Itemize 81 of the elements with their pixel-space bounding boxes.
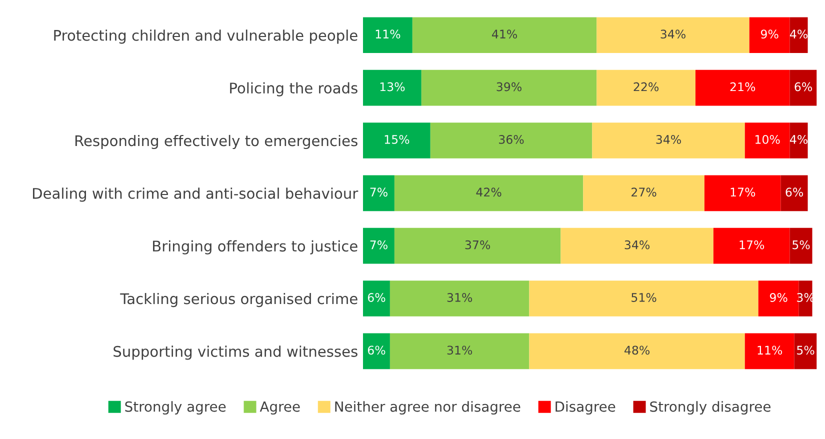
- y-tick-label: Supporting victims and witnesses: [114, 346, 358, 360]
- bar: [790, 122, 808, 158]
- data-label: 21%: [730, 82, 756, 92]
- data-label: 9%: [760, 30, 778, 39]
- data-label: 31%: [447, 346, 472, 355]
- data-label: 13%: [380, 82, 405, 92]
- data-label: 9%: [770, 293, 788, 302]
- data-label: 42%: [476, 188, 502, 197]
- data-label: 11%: [376, 30, 400, 39]
- bar: [394, 228, 561, 264]
- data-label: 6%: [368, 293, 386, 302]
- bar: [758, 280, 799, 316]
- data-label: 39%: [496, 82, 522, 92]
- data-label: 22%: [634, 82, 658, 92]
- bar: [704, 175, 781, 212]
- bar: [421, 70, 597, 106]
- data-label: 34%: [624, 240, 650, 250]
- legend-label: Neither agree nor disagree: [335, 401, 520, 415]
- y-tick-label: Policing the roads: [230, 82, 358, 96]
- y-tick-label: Responding effectively to emergencies: [75, 134, 358, 150]
- y-tick-label: Tackling serious organised crime: [120, 292, 358, 308]
- data-label: 7%: [370, 188, 388, 197]
- bar: [790, 17, 808, 54]
- bar: [583, 175, 704, 212]
- data-label: 4%: [790, 134, 808, 144]
- data-label: 34%: [656, 134, 681, 144]
- bar: [560, 228, 714, 264]
- bar: [596, 17, 750, 54]
- bar: [790, 228, 812, 264]
- data-label: 5%: [797, 346, 814, 355]
- data-label: 6%: [368, 346, 386, 355]
- bar: [749, 17, 790, 54]
- data-label: 34%: [660, 30, 686, 39]
- bar: [744, 333, 794, 370]
- bar: [713, 228, 790, 264]
- bar: [790, 70, 817, 106]
- data-label: 6%: [794, 82, 812, 92]
- data-label: 17%: [730, 188, 756, 197]
- legend-label: Disagree: [556, 401, 616, 415]
- data-label: 7%: [370, 240, 388, 250]
- legend-label: Strongly agree: [125, 401, 226, 415]
- data-label: 17%: [740, 240, 764, 250]
- bar: [529, 333, 745, 370]
- bar: [780, 175, 808, 212]
- data-label: 15%: [384, 134, 410, 144]
- bar: [394, 175, 584, 212]
- bar: [390, 280, 530, 316]
- bar: [412, 17, 597, 54]
- bar: [363, 175, 394, 212]
- bar: [363, 70, 422, 106]
- bar: [363, 228, 394, 264]
- data-label: 11%: [758, 346, 782, 355]
- bar: [798, 280, 812, 316]
- data-label: 27%: [632, 188, 656, 197]
- bar: [390, 333, 530, 370]
- legend-label: Agree: [260, 402, 300, 415]
- bar: [596, 70, 696, 106]
- bar: [363, 280, 390, 316]
- data-label: 31%: [447, 293, 472, 302]
- bar: [695, 70, 790, 106]
- y-tick-label: Dealing with crime and anti-social behaviour: [32, 188, 358, 202]
- data-label: 51%: [632, 293, 656, 302]
- data-label: 37%: [465, 240, 490, 250]
- data-label: 48%: [624, 346, 650, 355]
- data-label: 6%: [786, 188, 803, 197]
- bar: [529, 280, 758, 316]
- y-tick-label: Bringing offenders to justice: [153, 240, 358, 254]
- bar: [363, 17, 412, 54]
- data-label: 41%: [492, 30, 517, 39]
- y-tick-label: Protecting children and vulnerable people: [54, 30, 358, 44]
- data-label: 4%: [790, 30, 808, 39]
- bar: [744, 122, 790, 158]
- data-label: 36%: [499, 134, 524, 144]
- bar: [430, 122, 592, 158]
- data-label: 5%: [792, 240, 810, 250]
- bar: [592, 122, 745, 158]
- bar: [363, 333, 390, 370]
- data-label: 10%: [756, 134, 780, 144]
- legend-label: Strongly disagree: [650, 401, 770, 415]
- bar: [794, 333, 817, 370]
- bar: [363, 122, 430, 158]
